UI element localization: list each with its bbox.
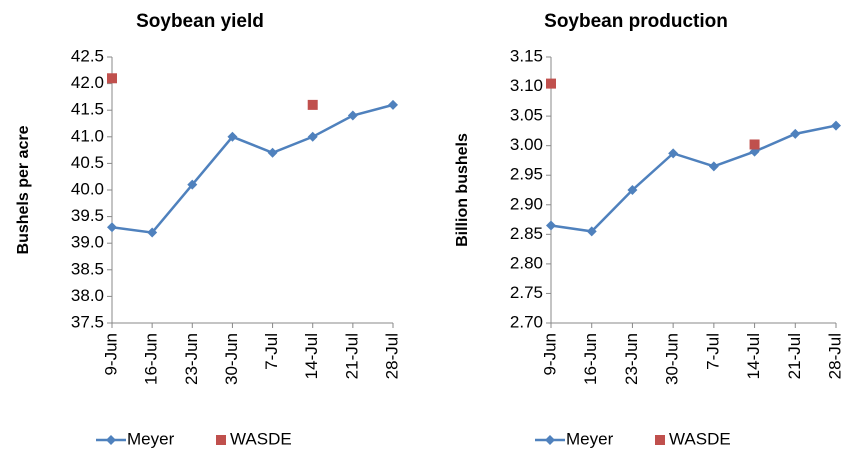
x-tick-label: 23-Jun <box>622 333 641 385</box>
y-tick-label: 38.0 <box>71 286 104 305</box>
marker <box>267 147 278 158</box>
marker <box>708 161 719 172</box>
marker <box>107 73 117 84</box>
y-tick-label: 3.05 <box>510 106 543 125</box>
y-axis-label: Billion bushels <box>454 133 471 247</box>
marker <box>627 185 638 195</box>
marker <box>147 227 158 238</box>
marker <box>187 179 198 190</box>
y-tick-label: 3.00 <box>510 135 543 154</box>
y-tick-label: 41.5 <box>71 100 104 119</box>
marker <box>307 99 318 110</box>
marker <box>546 78 556 89</box>
x-tick-label: 9-Jun <box>101 333 120 376</box>
marker <box>347 110 358 121</box>
x-tick-label: 23-Jun <box>182 333 201 385</box>
legend-swatch <box>106 435 116 445</box>
marker <box>307 131 318 142</box>
chart-title: Soybean yield <box>136 11 264 32</box>
chart-title: Soybean production <box>544 11 728 32</box>
legend-swatch <box>216 435 226 445</box>
x-tick-label: 16-Jun <box>581 333 600 385</box>
x-tick-label: 28-Jul <box>382 333 401 379</box>
y-tick-label: 2.75 <box>510 283 543 302</box>
y-tick-label: 2.95 <box>510 165 543 184</box>
marker <box>586 226 597 237</box>
y-tick-label: 2.70 <box>510 312 543 331</box>
y-tick-label: 38.5 <box>71 259 104 278</box>
series-line <box>111 103 394 234</box>
y-tick-label: 39.5 <box>71 206 104 225</box>
y-tick-label: 40.5 <box>71 153 104 172</box>
y-tick-label: 37.5 <box>71 312 104 331</box>
marker <box>227 131 238 142</box>
x-tick-label: 9-Jun <box>540 333 559 376</box>
legend-label: WASDE <box>230 429 292 448</box>
y-tick-label: 40.0 <box>71 179 104 198</box>
x-tick-label: 21-Jul <box>785 333 804 379</box>
x-tick-label: 21-Jul <box>342 333 361 379</box>
legend-label: Meyer <box>566 429 614 448</box>
y-tick-label: 3.15 <box>510 46 543 65</box>
y-tick-label: 2.80 <box>510 253 543 272</box>
x-tick-label: 28-Jul <box>825 333 844 379</box>
x-tick-label: 7-Jul <box>262 333 281 370</box>
marker <box>668 148 679 159</box>
marker <box>107 222 117 233</box>
y-tick-label: 41.0 <box>71 126 104 145</box>
x-tick-label: 30-Jun <box>663 333 682 385</box>
x-tick-label: 30-Jun <box>222 333 241 385</box>
marker <box>790 128 801 139</box>
marker <box>749 139 760 150</box>
legend-swatch <box>545 435 555 445</box>
y-axis-label: Bushels per acre <box>15 125 32 254</box>
y-tick-label: 39.0 <box>71 233 104 252</box>
x-tick-label: 7-Jul <box>703 333 722 370</box>
series-line <box>550 124 837 233</box>
y-tick-label: 2.85 <box>510 224 543 243</box>
x-tick-label: 16-Jun <box>142 333 161 385</box>
marker <box>831 120 841 131</box>
x-tick-label: 14-Jul <box>744 333 763 379</box>
y-tick-label: 42.5 <box>71 46 104 65</box>
y-tick-label: 3.10 <box>510 76 543 95</box>
x-tick-label: 14-Jul <box>302 333 321 379</box>
y-tick-label: 2.90 <box>510 194 543 213</box>
legend-label: WASDE <box>669 429 731 448</box>
marker <box>546 220 556 231</box>
y-tick-label: 42.0 <box>71 73 104 92</box>
marker <box>388 99 398 110</box>
legend-swatch <box>655 435 665 445</box>
legend-label: Meyer <box>127 429 175 448</box>
